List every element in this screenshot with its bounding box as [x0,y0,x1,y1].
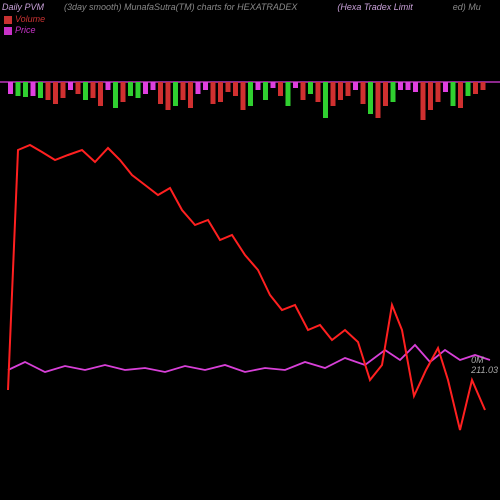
right-axis-labels: 0M 211.03 [471,355,498,375]
chart-canvas [0,0,500,500]
vol-axis-label: 0M [471,355,498,365]
price-axis-label: 211.03 [471,365,498,375]
